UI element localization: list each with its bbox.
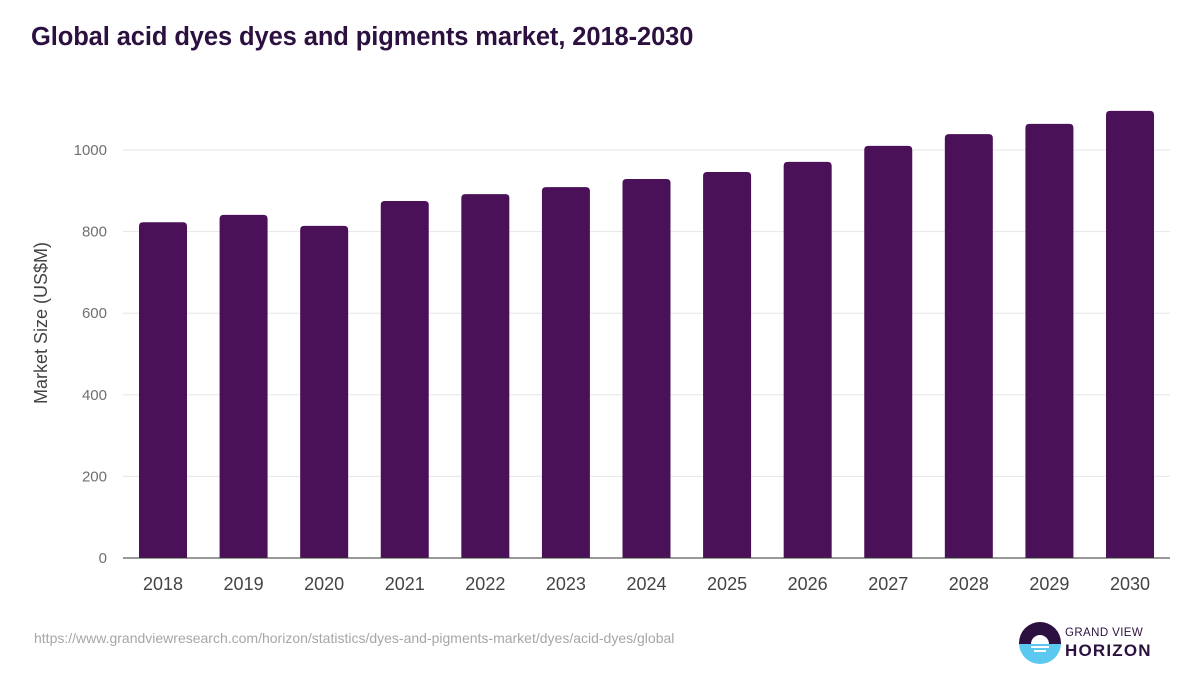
source-url[interactable]: https://www.grandviewresearch.com/horizo… bbox=[34, 630, 675, 646]
y-tick-label: 200 bbox=[82, 468, 107, 485]
bar-2019[interactable] bbox=[219, 214, 268, 558]
bar-2024[interactable] bbox=[622, 178, 671, 558]
bar-2020[interactable] bbox=[300, 225, 349, 558]
bar-2027[interactable] bbox=[864, 145, 913, 559]
bar-2028[interactable] bbox=[944, 134, 993, 558]
bar-2030[interactable] bbox=[1106, 110, 1154, 558]
bar-2025[interactable] bbox=[703, 172, 752, 559]
y-tick-label: 800 bbox=[82, 224, 107, 241]
y-tick-label: 600 bbox=[82, 305, 107, 322]
bar-2023[interactable] bbox=[541, 187, 590, 559]
bar-2022[interactable] bbox=[461, 194, 510, 558]
x-tick-label: 2019 bbox=[224, 574, 264, 594]
x-tick-label: 2023 bbox=[546, 574, 586, 594]
x-axis-ticks: 2018 2019 2020 2021 2022 2023 2024 2025 2026 2027… bbox=[143, 574, 1150, 594]
x-tick-label: 2024 bbox=[626, 574, 666, 594]
x-tick-label: 2021 bbox=[385, 574, 425, 594]
y-tick-label: 0 bbox=[99, 550, 107, 567]
chart-title: Global acid dyes dyes and pigments marke… bbox=[31, 23, 694, 51]
horizon-sun-logo-icon bbox=[1019, 622, 1061, 664]
y-tick-label: 400 bbox=[82, 387, 107, 404]
y-tick-label: 1000 bbox=[74, 142, 107, 159]
bar-2018[interactable] bbox=[139, 222, 187, 558]
x-tick-label: 2025 bbox=[707, 574, 747, 594]
x-tick-label: 2028 bbox=[949, 574, 989, 594]
bars bbox=[139, 110, 1154, 559]
x-tick-label: 2030 bbox=[1110, 574, 1150, 594]
x-tick-label: 2026 bbox=[788, 574, 828, 594]
x-tick-label: 2029 bbox=[1029, 574, 1069, 594]
grand-view-horizon-logo[interactable]: GRAND VIEW HORIZON bbox=[1019, 622, 1159, 666]
x-tick-label: 2027 bbox=[868, 574, 908, 594]
x-tick-label: 2022 bbox=[465, 574, 505, 594]
bar-2021[interactable] bbox=[380, 201, 429, 558]
bar-2026[interactable] bbox=[783, 161, 832, 558]
x-tick-label: 2020 bbox=[304, 574, 344, 594]
logo-text-horizon: HORIZON bbox=[1065, 641, 1152, 660]
x-tick-label: 2018 bbox=[143, 574, 183, 594]
bar-2029[interactable] bbox=[1025, 123, 1074, 558]
y-axis-label: Market Size (US$M) bbox=[31, 242, 51, 404]
logo-text-grand-view: GRAND VIEW bbox=[1065, 627, 1144, 639]
y-axis-ticks: 0 200 400 600 800 1000 bbox=[74, 142, 107, 567]
